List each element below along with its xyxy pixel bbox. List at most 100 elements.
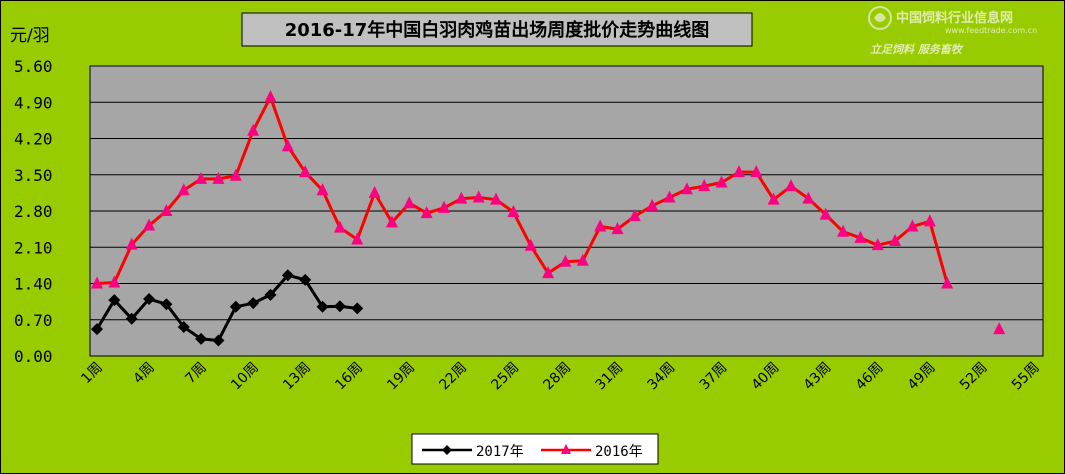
x-axis-ticks: 1周 4周 7周 10周 13周 16周 19周 22周 25周 28周 31周 34周 37周 40周 4… — [78, 360, 1042, 394]
x-tick-label: 28周 — [540, 360, 574, 394]
data-point — [750, 165, 763, 178]
y-tick-label: 3.50 — [14, 166, 53, 185]
y-tick-label: 5.60 — [14, 57, 53, 76]
x-tick-label: 55周 — [1009, 360, 1043, 394]
series-line-segment — [165, 303, 185, 328]
data-point — [195, 332, 208, 345]
data-point — [229, 168, 242, 181]
series-2016年 — [91, 90, 1006, 335]
data-point — [819, 207, 832, 220]
data-point — [646, 198, 659, 211]
legend-label-2016: 2016年 — [595, 444, 643, 460]
data-point — [125, 237, 138, 250]
series-line-segment — [355, 192, 377, 241]
data-point — [732, 165, 745, 178]
data-point — [281, 269, 294, 282]
series-line-segment — [269, 96, 290, 147]
series-line-segment — [217, 306, 238, 342]
feedtrade-logo: 中国饲料行业信息网 www.feedtrade.com.cn 立足饲料 服务畜牧 — [868, 6, 1037, 56]
data-point — [455, 191, 468, 204]
data-point — [941, 276, 954, 289]
chart-title: 2016-17年中国白羽肉鸡苗出场周度批价走势曲线图 — [285, 19, 710, 41]
data-point — [212, 171, 225, 184]
y-tick-label: 2.80 — [14, 202, 53, 221]
data-point — [785, 179, 797, 192]
data-point — [576, 253, 589, 266]
x-tick-label: 34周 — [645, 360, 679, 394]
y-tick-label: 2.10 — [14, 238, 53, 257]
series-line-segment — [303, 279, 324, 308]
data-point — [542, 266, 555, 279]
data-point — [333, 220, 346, 233]
data-point — [160, 204, 173, 216]
data-point — [177, 183, 190, 196]
y-tick-label: 1.40 — [14, 275, 53, 294]
data-point — [212, 334, 225, 347]
data-point — [559, 254, 572, 267]
y-axis-ticks: 0.00 0.70 1.40 2.10 2.80 3.50 4.20 4.90 5.60 — [14, 57, 53, 366]
data-point — [368, 185, 381, 198]
logo-url: www.feedtrade.com.cn — [945, 26, 1037, 35]
data-point — [594, 219, 607, 232]
data-point — [906, 219, 919, 232]
data-point — [663, 190, 676, 203]
x-tick-label: 37周 — [697, 360, 731, 394]
data-point — [628, 209, 641, 222]
data-point — [854, 230, 867, 243]
data-point — [299, 273, 312, 286]
series-line-segment — [112, 244, 134, 284]
x-tick-label: 49周 — [905, 360, 939, 394]
data-point — [247, 123, 260, 136]
data-point — [108, 275, 121, 288]
data-point — [316, 300, 329, 313]
y-tick-label: 4.90 — [14, 93, 53, 112]
data-point — [420, 206, 433, 219]
x-tick-label: 10周 — [228, 360, 262, 394]
series-line-segment — [251, 96, 272, 132]
legend-marker-2017 — [442, 445, 452, 455]
data-point — [177, 321, 190, 333]
data-point — [125, 312, 138, 325]
x-tick-label: 31周 — [593, 360, 627, 394]
y-axis-label: 元/羽 — [10, 26, 50, 46]
data-point — [195, 171, 208, 184]
data-point — [143, 218, 156, 231]
data-point — [108, 294, 121, 307]
logo-leaf-icon — [874, 13, 886, 22]
data-point — [923, 214, 936, 227]
x-tick-label: 40周 — [749, 360, 783, 394]
y-tick-label: 0.00 — [14, 347, 53, 366]
data-point — [472, 190, 485, 203]
data-point — [438, 200, 450, 213]
x-tick-label: 7周 — [182, 360, 210, 388]
data-point — [698, 179, 711, 192]
data-point — [490, 192, 503, 205]
data-point — [802, 191, 815, 204]
data-point — [351, 302, 364, 315]
x-tick-label: 52周 — [957, 360, 991, 394]
data-point — [611, 222, 624, 235]
data-point — [403, 196, 416, 209]
data-point — [680, 182, 693, 195]
series-2017年 — [91, 269, 364, 347]
data-point — [524, 238, 537, 251]
data-point — [229, 300, 242, 313]
data-point — [160, 298, 173, 311]
data-point — [715, 175, 728, 188]
series-line-segment — [130, 298, 151, 320]
x-tick-label: 13周 — [280, 360, 314, 394]
data-point — [767, 192, 780, 205]
legend-marker-2016 — [561, 444, 571, 454]
series-line-segment — [581, 225, 602, 262]
x-tick-label: 22周 — [436, 360, 470, 394]
logo-icon — [868, 6, 892, 30]
logo-name: 中国饲料行业信息网 — [896, 10, 1013, 26]
legend: 2017年 2016年 — [411, 433, 659, 465]
y-tick-label: 4.20 — [14, 130, 53, 149]
x-tick-label: 19周 — [384, 360, 418, 394]
data-point — [143, 293, 156, 306]
data-point — [333, 300, 346, 313]
chart-title-box — [241, 12, 753, 47]
x-tick-label: 25周 — [488, 360, 522, 394]
